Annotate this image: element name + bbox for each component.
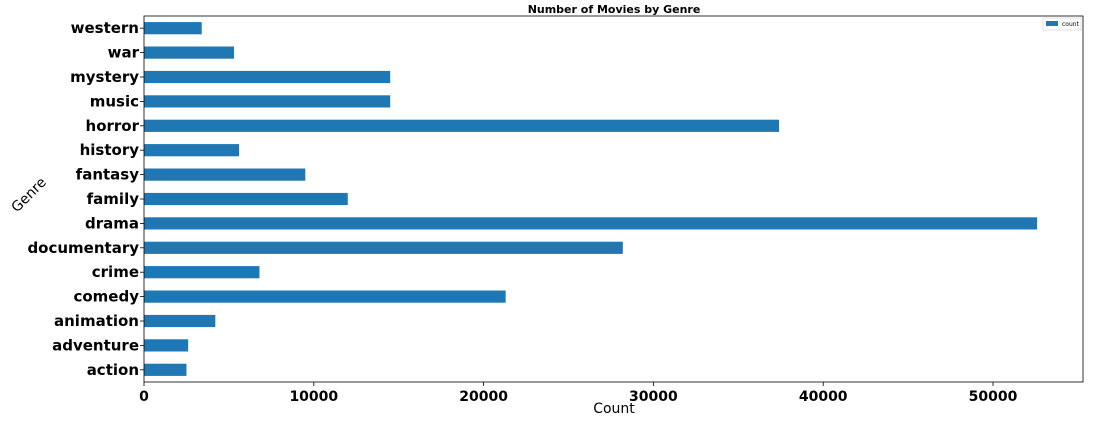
x-tick-label: 10000 xyxy=(289,389,338,405)
x-tick-label: 0 xyxy=(139,389,149,405)
y-tick-label-comedy: comedy xyxy=(73,288,139,306)
y-tick-label-family: family xyxy=(87,190,140,208)
y-tick-label-fantasy: fantasy xyxy=(76,166,140,184)
bar-mystery xyxy=(144,70,391,84)
y-tick-label-mystery: mystery xyxy=(70,68,139,86)
bar-music xyxy=(144,95,391,108)
y-tick-label-drama: drama xyxy=(85,214,139,232)
bar-war xyxy=(144,46,234,59)
bar-crime xyxy=(144,266,260,279)
bar-documentary xyxy=(144,241,623,254)
bar-western xyxy=(144,22,202,35)
y-tick-label-western: western xyxy=(71,19,139,37)
y-tick-label-animation: animation xyxy=(54,312,139,330)
bars-group xyxy=(144,22,1038,376)
bar-horror xyxy=(144,119,780,132)
bar-comedy xyxy=(144,290,506,303)
y-tick-label-history: history xyxy=(80,141,140,159)
legend-swatch xyxy=(1046,21,1058,26)
bar-family xyxy=(144,192,348,206)
legend-label: count xyxy=(1062,21,1080,28)
x-axis-ticks: 0 10000 20000 30000 40000 50000 xyxy=(139,382,1018,405)
x-tick-label: 30000 xyxy=(629,389,678,405)
bar-drama xyxy=(144,217,1038,230)
x-axis-label: Count xyxy=(593,401,635,417)
x-tick-label: 50000 xyxy=(969,389,1018,405)
y-tick-label-adventure: adventure xyxy=(52,336,139,354)
y-tick-label-documentary: documentary xyxy=(27,239,139,257)
plot-frame xyxy=(143,15,1084,383)
bar-action xyxy=(144,363,187,376)
y-tick-label-war: war xyxy=(108,44,140,62)
x-tick-label: 20000 xyxy=(459,389,508,405)
bar-fantasy xyxy=(144,168,306,181)
y-tick-label-music: music xyxy=(90,92,139,110)
y-tick-label-action: action xyxy=(87,361,139,379)
y-tick-label-crime: crime xyxy=(92,263,139,281)
bar-history xyxy=(144,144,240,157)
legend: count xyxy=(1042,17,1082,31)
bar-adventure xyxy=(144,339,189,352)
x-tick-label: 40000 xyxy=(799,389,848,405)
y-axis-ticks: action adventure animation comedy crime docum… xyxy=(27,19,144,379)
bar-animation xyxy=(144,314,216,328)
y-tick-label-horror: horror xyxy=(86,117,140,135)
chart-title: Number of Movies by Genre xyxy=(528,3,701,16)
y-axis-label: Genre xyxy=(9,175,50,216)
